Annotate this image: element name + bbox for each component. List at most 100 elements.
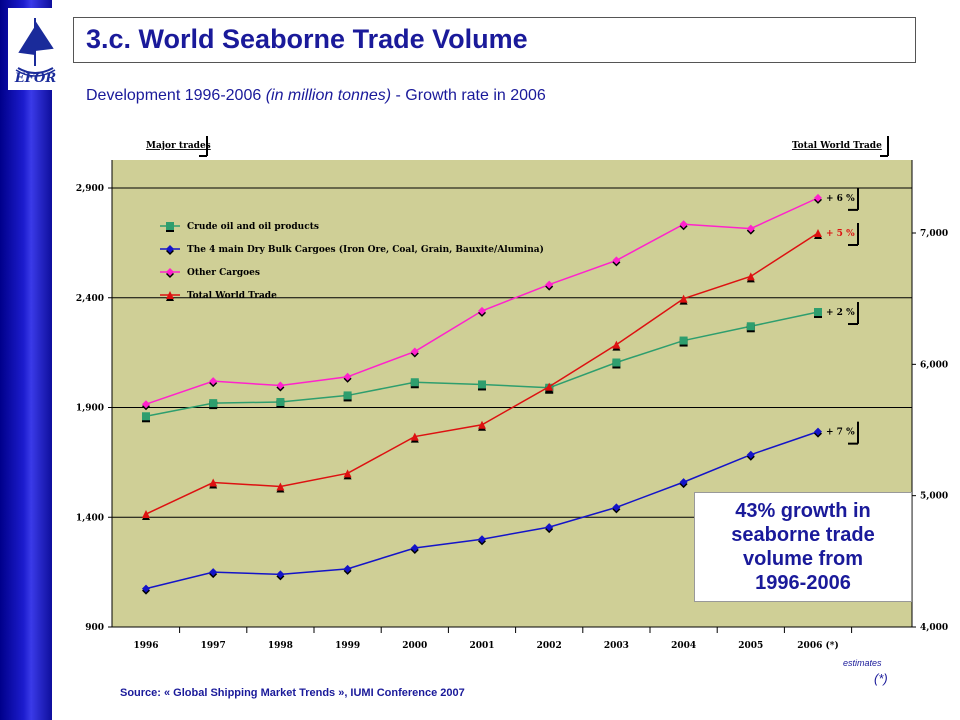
y-tick-label-right: 6,000 bbox=[920, 360, 948, 370]
data-point bbox=[166, 268, 174, 276]
x-tick-label: 1999 bbox=[335, 641, 360, 651]
growth-label bbox=[848, 223, 859, 246]
series-2 bbox=[142, 187, 859, 411]
data-point bbox=[276, 398, 285, 407]
data-point bbox=[679, 478, 688, 487]
data-point bbox=[814, 193, 822, 202]
title-box: 3.c. World Seaborne Trade Volume bbox=[73, 17, 916, 63]
data-point bbox=[343, 372, 352, 381]
data-point bbox=[410, 543, 419, 552]
data-point bbox=[814, 427, 822, 436]
y-tick-label-right: 5,000 bbox=[920, 492, 948, 502]
data-point bbox=[545, 280, 554, 289]
x-tick-label: 2005 bbox=[738, 641, 763, 651]
data-point bbox=[679, 294, 688, 303]
data-point bbox=[142, 584, 150, 593]
callout-line-1: 43% growth in bbox=[735, 500, 871, 522]
data-point bbox=[142, 400, 150, 409]
estimates-label: estimates bbox=[843, 658, 882, 668]
left-decor-bar bbox=[0, 0, 52, 720]
data-point bbox=[746, 450, 755, 459]
callout-line-3: volume from bbox=[742, 548, 864, 570]
data-point bbox=[410, 347, 419, 356]
x-tick-label: 2003 bbox=[604, 641, 629, 651]
data-point bbox=[746, 322, 755, 331]
legend-label: Total World Trade bbox=[187, 291, 277, 301]
data-point bbox=[612, 358, 621, 367]
x-tick-label: 2000 bbox=[402, 641, 427, 651]
data-point bbox=[410, 432, 419, 441]
logo-text: EFOR bbox=[14, 71, 57, 86]
x-tick-label: 1997 bbox=[201, 641, 226, 651]
y-tick-label-left: 2,400 bbox=[76, 294, 104, 304]
data-point bbox=[478, 535, 486, 544]
subtitle-post: - Growth rate in 2006 bbox=[391, 87, 546, 104]
data-point bbox=[209, 568, 218, 577]
series-3 bbox=[142, 223, 859, 521]
data-point bbox=[410, 378, 419, 387]
growth-callout: 43% growth in seaborne trade volume from… bbox=[694, 492, 912, 602]
ship-icon bbox=[15, 18, 56, 77]
data-point bbox=[142, 412, 150, 421]
subtitle-unit: (in million tonnes) bbox=[265, 87, 392, 104]
data-point bbox=[746, 272, 755, 281]
y-tick-label-right: 4,000 bbox=[920, 623, 948, 633]
data-point bbox=[209, 478, 218, 487]
legend-item bbox=[160, 245, 180, 255]
data-point bbox=[166, 291, 174, 299]
growth-label-text: + 6 % bbox=[826, 194, 855, 204]
data-point bbox=[276, 381, 285, 390]
data-point bbox=[679, 220, 688, 229]
x-tick-label: 2004 bbox=[671, 641, 696, 651]
data-point bbox=[478, 380, 486, 389]
callout-line-2: seaborne trade bbox=[731, 524, 875, 546]
data-point bbox=[343, 564, 352, 573]
x-tick-label: 1996 bbox=[133, 641, 158, 651]
y-tick-label-left: 900 bbox=[85, 623, 104, 633]
data-point bbox=[478, 420, 486, 429]
y-tick-label-right: 7,000 bbox=[920, 229, 948, 239]
data-point bbox=[746, 224, 755, 233]
data-point bbox=[478, 306, 486, 315]
legend-item bbox=[160, 291, 180, 301]
series-1 bbox=[142, 421, 859, 595]
data-point bbox=[679, 336, 688, 345]
data-point bbox=[343, 391, 352, 400]
growth-label bbox=[848, 302, 859, 326]
x-tick-label: 2001 bbox=[469, 641, 494, 651]
chart-subtitle: Development 1996-2006 (in million tonnes… bbox=[86, 87, 546, 105]
data-point bbox=[166, 222, 174, 230]
data-point bbox=[814, 308, 822, 317]
data-point bbox=[209, 399, 218, 408]
growth-label-text: + 7 % bbox=[826, 428, 855, 438]
data-point bbox=[814, 229, 822, 237]
data-point bbox=[612, 256, 621, 265]
y-axis-title-left: Major trades bbox=[146, 141, 211, 151]
legend-item bbox=[160, 222, 180, 232]
growth-label bbox=[848, 421, 859, 445]
legend-label: The 4 main Dry Bulk Cargoes (Iron Ore, C… bbox=[187, 244, 544, 255]
data-point bbox=[545, 523, 554, 532]
growth-label-text: + 5 % bbox=[826, 229, 855, 239]
logo: EFOR bbox=[8, 8, 63, 90]
data-point bbox=[343, 469, 352, 478]
legend-label: Other Cargoes bbox=[187, 268, 260, 278]
data-point bbox=[142, 510, 150, 519]
y-axis-title-right: Total World Trade bbox=[792, 141, 882, 151]
growth-label-text: + 2 % bbox=[826, 308, 855, 318]
legend-item bbox=[160, 268, 180, 278]
estimates-marker: (*) bbox=[874, 671, 888, 686]
data-point bbox=[612, 503, 621, 512]
data-point bbox=[209, 377, 218, 386]
data-point bbox=[276, 570, 285, 579]
callout-line-4: 1996-2006 bbox=[755, 572, 851, 594]
data-point bbox=[545, 382, 554, 391]
data-point bbox=[276, 482, 285, 491]
y-tick-label-left: 2,900 bbox=[76, 184, 104, 194]
x-tick-label: 2006 (*) bbox=[797, 640, 838, 651]
data-point bbox=[166, 245, 174, 253]
source-note: Source: « Global Shipping Market Trends … bbox=[120, 687, 465, 699]
page-title: 3.c. World Seaborne Trade Volume bbox=[86, 24, 528, 54]
legend-label: Crude oil and oil products bbox=[187, 222, 319, 232]
